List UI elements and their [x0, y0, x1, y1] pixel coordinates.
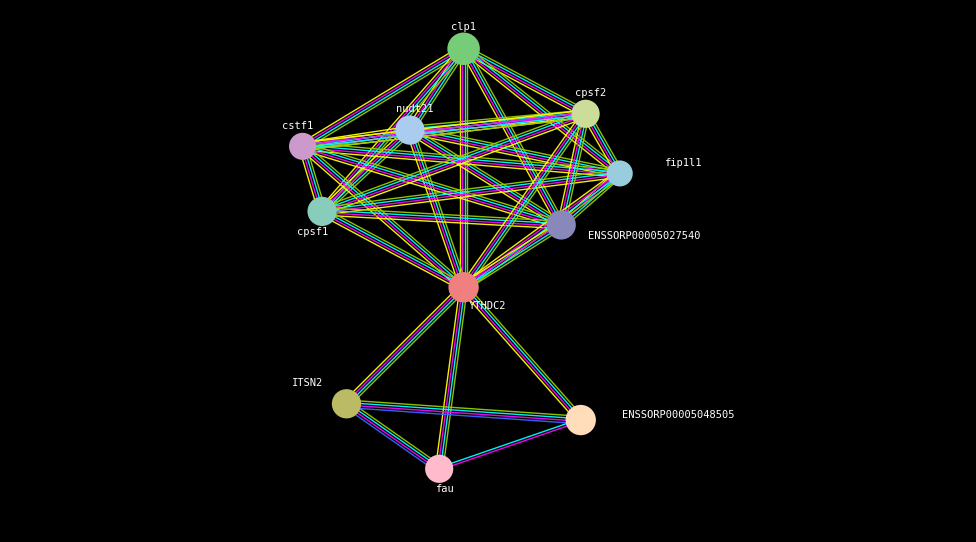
Ellipse shape: [448, 272, 479, 302]
Ellipse shape: [311, 201, 333, 222]
Ellipse shape: [399, 119, 421, 141]
Ellipse shape: [452, 276, 475, 299]
Ellipse shape: [452, 37, 475, 61]
Ellipse shape: [565, 405, 596, 435]
Ellipse shape: [336, 393, 357, 415]
Ellipse shape: [447, 33, 480, 65]
Ellipse shape: [575, 103, 596, 125]
Text: cpsf1: cpsf1: [297, 227, 328, 237]
Ellipse shape: [395, 115, 425, 145]
Ellipse shape: [569, 409, 592, 431]
Ellipse shape: [572, 100, 599, 128]
Text: cpsf2: cpsf2: [575, 88, 606, 98]
Text: fau: fau: [434, 485, 454, 494]
Ellipse shape: [547, 210, 576, 240]
Text: cstf1: cstf1: [282, 121, 313, 131]
Ellipse shape: [428, 459, 450, 480]
Ellipse shape: [293, 136, 312, 157]
Text: ITSN2: ITSN2: [292, 378, 323, 388]
Ellipse shape: [307, 197, 337, 226]
Ellipse shape: [332, 389, 361, 418]
Ellipse shape: [607, 160, 632, 186]
Ellipse shape: [550, 214, 572, 236]
Text: ENSSORP00005048505: ENSSORP00005048505: [622, 410, 735, 420]
Text: YTHDC2: YTHDC2: [469, 301, 507, 311]
Text: nudt21: nudt21: [396, 105, 433, 114]
Ellipse shape: [610, 164, 630, 183]
Ellipse shape: [426, 455, 453, 483]
Text: clp1: clp1: [451, 22, 476, 32]
Ellipse shape: [289, 133, 316, 160]
Text: ENSSORP00005027540: ENSSORP00005027540: [588, 231, 701, 241]
Text: fip1l1: fip1l1: [665, 158, 702, 167]
